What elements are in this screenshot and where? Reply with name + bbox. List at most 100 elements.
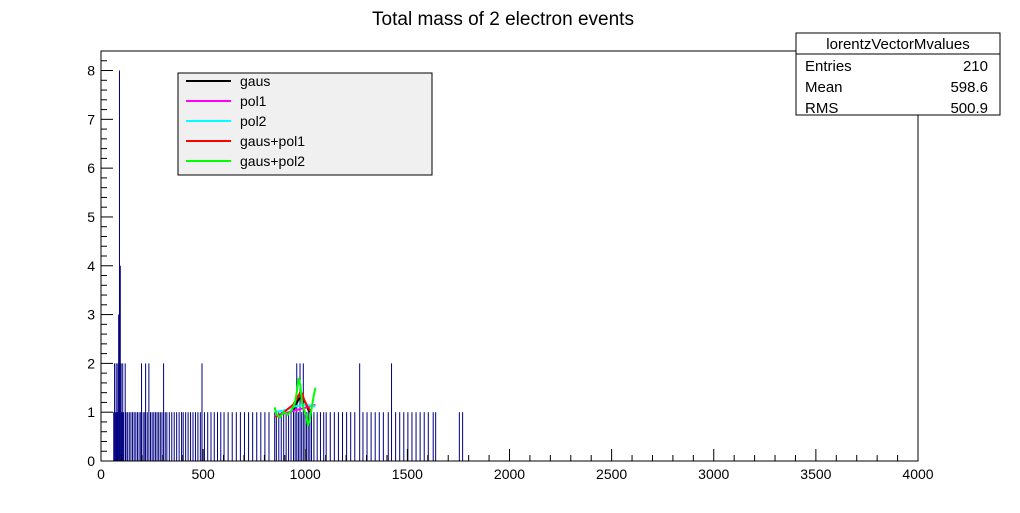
histogram-bar	[178, 412, 180, 461]
fit-curve-gaus-plus-pol2	[273, 377, 317, 427]
histogram-bar	[141, 363, 143, 461]
histogram-bar	[399, 412, 401, 461]
stats-row-label: RMS	[805, 100, 838, 117]
histogram-bar	[387, 412, 389, 461]
histogram-bar	[260, 412, 262, 461]
histogram-bar	[115, 363, 117, 461]
histogram-bar	[359, 363, 361, 461]
histogram-bar	[313, 412, 315, 461]
histogram-bar	[142, 412, 144, 461]
y-tick-label: 8	[87, 63, 95, 79]
histogram-bar	[213, 412, 215, 461]
histogram-bar	[329, 412, 331, 461]
histogram-bar	[124, 363, 126, 461]
stats-row-label: Mean	[805, 79, 843, 96]
histogram-bar	[264, 412, 266, 461]
histogram-bar	[223, 412, 225, 461]
y-tick-label: 6	[87, 160, 95, 176]
histogram-bar	[194, 412, 196, 461]
histogram-bar	[333, 412, 335, 461]
chart-title: Total mass of 2 electron events	[372, 9, 634, 30]
histogram-bar	[121, 412, 123, 461]
histogram-bar	[187, 412, 189, 461]
legend-label: gaus+pol1	[240, 133, 305, 149]
histogram-bar	[310, 412, 312, 461]
x-tick-label: 1500	[392, 466, 423, 482]
histogram-bar	[297, 412, 299, 461]
legend-label: pol1	[240, 93, 267, 109]
histogram-bar	[203, 412, 205, 461]
histogram-bar	[316, 412, 318, 461]
stats-box: lorentzVectorMvalues Entries 210 Mean 598.6…	[795, 32, 1001, 117]
histogram-bar	[116, 412, 118, 461]
histogram-bar	[146, 412, 148, 461]
histogram-bar	[342, 412, 344, 461]
histogram-bar	[133, 412, 135, 461]
histogram-bar	[138, 412, 140, 461]
stats-row-value: 500.9	[950, 100, 988, 117]
histogram-bar	[128, 412, 130, 461]
histogram-bar	[166, 412, 168, 461]
histogram-bar	[217, 412, 219, 461]
histogram-bar	[199, 412, 201, 461]
stats-row-value: 598.6	[950, 79, 988, 96]
y-axis-ticks: 0 1 2 3 4 5 6 7 8	[87, 50, 113, 469]
histogram-bar	[268, 412, 270, 461]
histogram-bar	[391, 363, 393, 461]
histogram-bar	[283, 412, 285, 461]
histogram-bar	[350, 412, 352, 461]
y-tick-label: 4	[87, 258, 95, 274]
histogram-bar	[158, 412, 160, 461]
histogram-bar	[114, 363, 116, 461]
y-tick-label: 7	[87, 111, 95, 127]
histogram-bar	[252, 412, 254, 461]
histogram-bar	[140, 412, 142, 461]
histogram-bar	[117, 363, 119, 461]
histogram-bar	[256, 412, 258, 461]
legend-box	[177, 72, 433, 176]
histogram-bar	[125, 412, 127, 461]
histogram-bar	[163, 363, 165, 461]
histogram-bars	[113, 70, 464, 462]
histogram-bar	[210, 412, 212, 461]
histogram-bar	[395, 412, 397, 461]
histogram-bar	[164, 412, 166, 461]
histogram-bar	[290, 412, 292, 461]
histogram-bar	[309, 412, 311, 461]
stats-box-frame	[795, 32, 1001, 116]
histogram-bar	[159, 412, 161, 461]
histogram-bar	[306, 412, 308, 461]
histogram-bar	[366, 412, 368, 461]
histogram-bar	[151, 412, 153, 461]
histogram-bar	[354, 412, 356, 461]
histogram-bar	[302, 363, 304, 461]
histogram-bar	[296, 363, 298, 461]
histogram-bar	[275, 412, 277, 461]
legend-label: pol2	[240, 113, 267, 129]
x-tick-label: 0	[97, 466, 105, 482]
histogram-bar	[239, 412, 241, 461]
histogram-bar	[122, 363, 124, 461]
histogram-bar	[113, 412, 115, 461]
histogram-bar	[419, 412, 421, 461]
stats-row-value: 210	[963, 58, 988, 75]
histogram-bar	[294, 412, 296, 461]
histogram-bar	[153, 412, 155, 461]
histogram-bar	[319, 412, 321, 461]
histogram-bar	[231, 412, 233, 461]
x-tick-label: 3500	[800, 466, 831, 482]
histogram-bar	[127, 412, 129, 461]
legend-label: gaus	[240, 73, 270, 89]
histogram-bar	[432, 412, 434, 461]
histogram-bar	[293, 412, 294, 461]
fit-curve-pol2	[274, 403, 316, 414]
x-tick-label: 2500	[596, 466, 627, 482]
histogram-bar	[145, 363, 147, 461]
x-tick-label: 4000	[902, 466, 933, 482]
histogram-bar	[123, 412, 125, 461]
histogram-bar	[150, 412, 152, 461]
histogram-bar	[135, 412, 137, 461]
histogram-bar	[411, 412, 413, 461]
histogram-bar	[118, 70, 120, 462]
histogram-bar	[161, 412, 163, 461]
